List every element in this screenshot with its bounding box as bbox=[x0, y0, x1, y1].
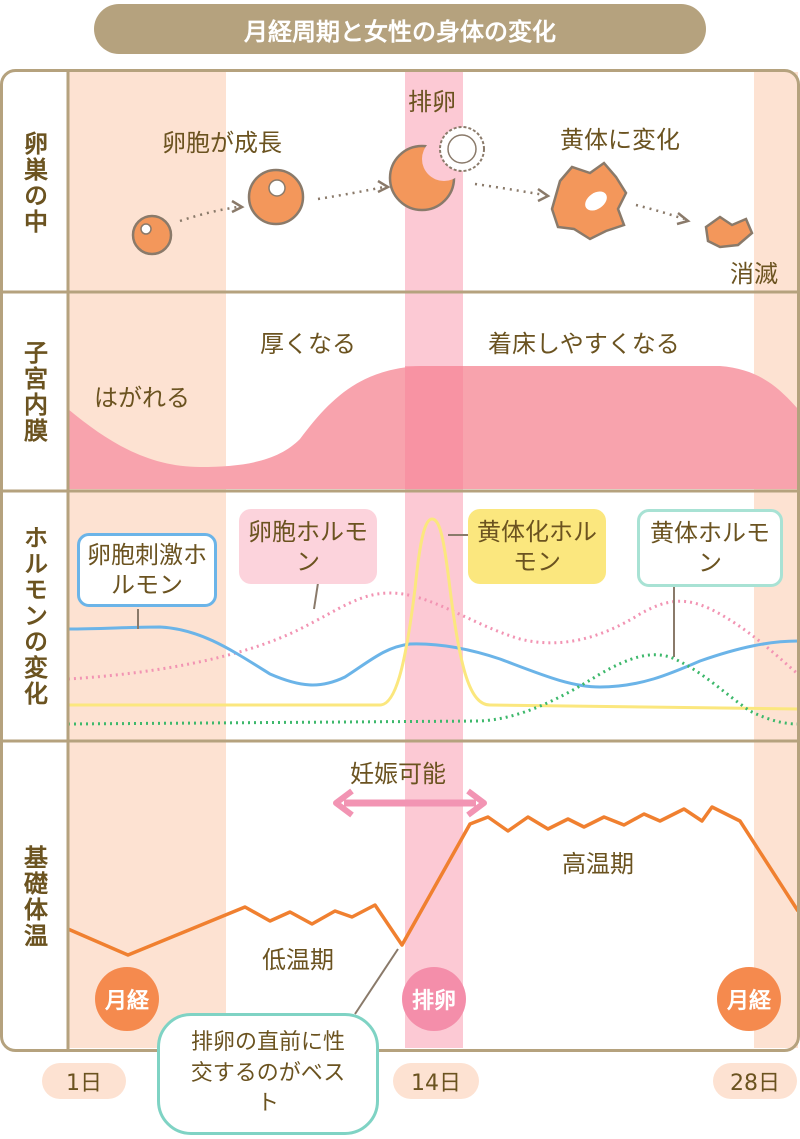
section-label-ovary: 卵巣の中 bbox=[19, 131, 48, 235]
lh-badge: 黄体化ホルモン bbox=[468, 509, 606, 584]
advice-text: 排卵の直前に性交するのがベスト bbox=[190, 1029, 346, 1117]
ovary-follicles bbox=[131, 126, 754, 256]
chart-title: 月経周期と女性の身体の変化 bbox=[94, 4, 706, 54]
estrogen-line bbox=[67, 591, 799, 681]
shedding-label: はがれる bbox=[94, 384, 190, 412]
estrogen-callout bbox=[313, 582, 319, 610]
day-14-label: 14日 bbox=[393, 1063, 479, 1099]
lh-line bbox=[68, 517, 799, 711]
follicle-growth-label: 卵胞が成長 bbox=[162, 129, 282, 157]
section-label-uterus: 子宮内膜 bbox=[19, 340, 48, 444]
fsh-badge: 卵胞刺激ホルモン bbox=[77, 533, 217, 607]
period-marker-right: 月経 bbox=[717, 967, 781, 1031]
fsh-line bbox=[67, 625, 799, 689]
thickening-label: 厚くなる bbox=[260, 330, 356, 358]
small-follicle-icon bbox=[131, 214, 173, 256]
low-phase-label: 低温期 bbox=[262, 946, 334, 974]
implantation-label: 着床しやすくなる bbox=[488, 330, 680, 358]
arrow-4 bbox=[635, 203, 685, 221]
arrow-2 bbox=[317, 185, 385, 201]
growing-follicle-icon bbox=[247, 168, 305, 226]
high-phase-label: 高温期 bbox=[562, 850, 634, 878]
day-1-label: 1日 bbox=[42, 1063, 126, 1099]
advice-callout bbox=[354, 948, 399, 1015]
diagram-border bbox=[0, 69, 800, 1052]
arrow-3 bbox=[474, 182, 545, 197]
endometrium-ovulation-overlay bbox=[405, 366, 463, 489]
advice-bubble: 排卵の直前に性交するのがベスト bbox=[157, 1013, 379, 1135]
degenerating-body-icon bbox=[704, 215, 754, 249]
section-label-hormone: ホルモンの変化 bbox=[19, 525, 48, 707]
estrogen-badge: 卵胞ホルモン bbox=[239, 509, 377, 584]
disappear-label: 消滅 bbox=[730, 260, 778, 288]
corpus-luteum-label: 黄体に変化 bbox=[560, 126, 680, 154]
period-marker-left: 月経 bbox=[95, 967, 159, 1031]
progesterone-line bbox=[67, 653, 799, 726]
progesterone-badge: 黄体ホルモン bbox=[637, 509, 783, 587]
ovulation-marker: 排卵 bbox=[402, 967, 466, 1031]
ovulation-label: 排卵 bbox=[408, 88, 456, 116]
ovulation-band bbox=[405, 72, 463, 1048]
section-label-temperature: 基礎体温 bbox=[19, 844, 48, 949]
day-28-label: 28日 bbox=[713, 1063, 797, 1099]
fertile-label: 妊娠可能 bbox=[350, 760, 446, 788]
temperature-line bbox=[67, 805, 800, 957]
